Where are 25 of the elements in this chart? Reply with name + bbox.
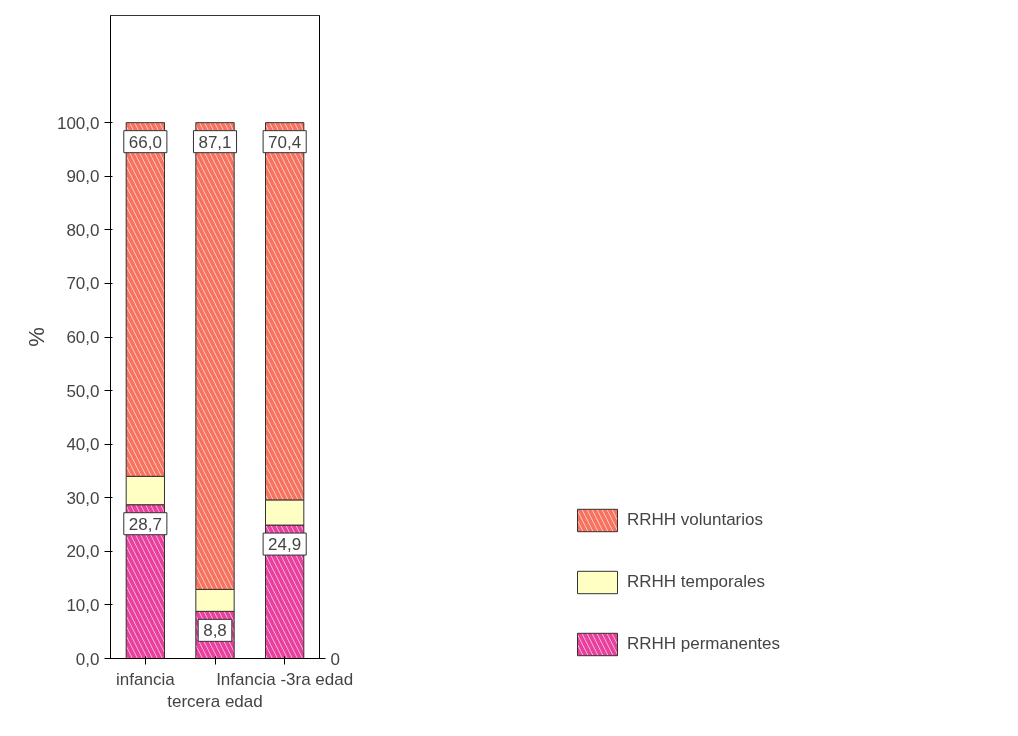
y-tick-label: 90,0 xyxy=(66,167,100,187)
legend-label: RRHH voluntarios xyxy=(626,510,764,530)
data-label: 87,1 xyxy=(198,132,232,152)
y-tick-label: 60,0 xyxy=(66,328,100,347)
legend-label: RRHH permanentes xyxy=(626,634,781,654)
y-tick-label: 20,0 xyxy=(66,542,100,562)
x-tick-label: Infancia -3ra edad xyxy=(216,669,354,689)
y-tick-label: 30,0 xyxy=(66,488,100,508)
data-label: 8,8 xyxy=(203,621,227,641)
x-tick-label: tercera edad xyxy=(167,692,263,712)
y-tick-label: 50,0 xyxy=(66,381,100,401)
y-tick-label: 0,0 xyxy=(75,649,100,669)
y-tick-label: 80,0 xyxy=(66,220,100,240)
x-tick-label: infancia xyxy=(116,669,176,689)
y-tick-label: 10,0 xyxy=(66,595,100,615)
y-tick-label: 40,0 xyxy=(66,435,100,455)
data-label: 66,0 xyxy=(128,132,162,152)
y-axis-title: % xyxy=(23,327,49,347)
y-tick-label: 70,0 xyxy=(66,274,100,294)
data-label: 28,7 xyxy=(128,514,162,534)
y-tick-label: 100,0 xyxy=(56,113,100,133)
text: 0 xyxy=(330,649,340,669)
data-label: 70,4 xyxy=(268,132,302,152)
legend-label: RRHH temporales xyxy=(626,572,765,592)
data-label: 24,9 xyxy=(268,535,302,555)
